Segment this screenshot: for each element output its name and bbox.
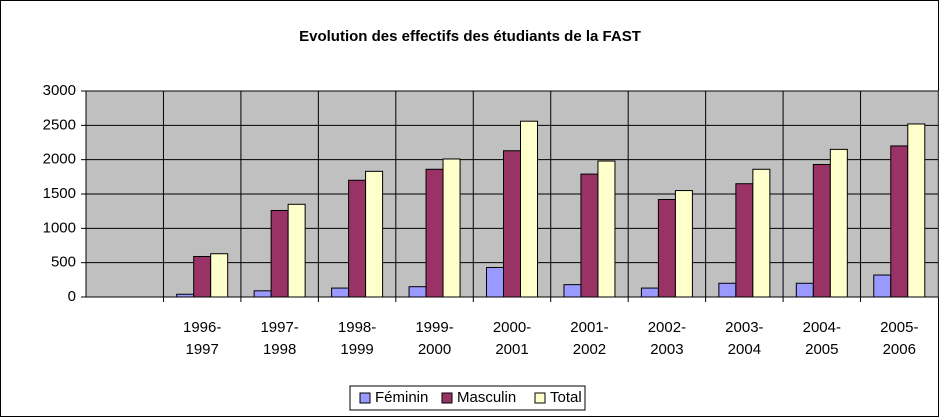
- bar: [829, 148, 848, 298]
- bar: [503, 150, 521, 298]
- bar: [752, 168, 771, 298]
- bar: [287, 203, 306, 298]
- y-tick-label: 2000: [43, 151, 76, 168]
- bar: [176, 293, 195, 298]
- y-tick-label: 2500: [43, 116, 76, 133]
- x-tick-label-line: 2002-: [648, 319, 686, 336]
- bar: [657, 198, 676, 298]
- legend-label: Masculin: [457, 389, 516, 406]
- x-tick-label-line: 2006: [883, 341, 916, 358]
- x-tick-label: 1997- 1998: [260, 319, 298, 358]
- y-tick-label: 0: [68, 288, 76, 305]
- x-tick-label-line: 2004-: [803, 319, 841, 336]
- x-tick-label: 2000- 2001: [493, 319, 531, 358]
- x-tick-label-line: 1997: [185, 341, 218, 358]
- bar: [408, 286, 427, 298]
- legend-swatch: [359, 392, 371, 404]
- legend-swatch: [534, 392, 546, 404]
- x-tick-label-line: 2005-: [880, 319, 918, 336]
- legend-box: [349, 385, 586, 411]
- x-tick-label: 2004- 2005: [803, 319, 841, 358]
- bar: [718, 282, 737, 298]
- bar: [210, 253, 229, 298]
- x-tick-label-line: 2001-: [570, 319, 608, 336]
- x-tick-label: 2003- 2004: [725, 319, 763, 358]
- bar: [425, 168, 444, 298]
- bar: [890, 145, 909, 298]
- bar: [348, 179, 367, 298]
- x-tick-label-line: 1999: [340, 341, 373, 358]
- bar: [365, 170, 384, 298]
- y-tick-label: 1000: [43, 219, 76, 236]
- legend-label: Féminin: [375, 389, 428, 406]
- x-tick-label-line: 2003-: [725, 319, 763, 336]
- bar: [486, 266, 504, 298]
- x-tick-label-line: 2001: [495, 341, 528, 358]
- x-tick-label: 1999- 2000: [415, 319, 453, 358]
- x-tick-label-line: 2005: [805, 341, 838, 358]
- y-tick-label: 500: [51, 254, 76, 271]
- bar: [563, 284, 582, 298]
- x-tick-label: 2001- 2002: [570, 319, 608, 358]
- bar: [193, 255, 212, 298]
- x-tick-label: 1998- 1999: [338, 319, 376, 358]
- x-tick-label-line: 2000-: [493, 319, 531, 336]
- x-tick-label-line: 2003: [650, 341, 683, 358]
- x-tick-label-line: 1998-: [338, 319, 376, 336]
- x-tick-label-line: 2004: [728, 341, 761, 358]
- x-tick-label-line: 1996-: [183, 319, 221, 336]
- bar: [580, 173, 599, 298]
- x-tick-label-line: 2000: [418, 341, 451, 358]
- bar: [674, 190, 693, 298]
- bar: [873, 274, 892, 298]
- bar: [270, 209, 289, 298]
- y-tick-label: 3000: [43, 82, 76, 99]
- bar: [735, 183, 754, 298]
- bar: [907, 123, 926, 298]
- x-tick-label-line: 1997-: [260, 319, 298, 336]
- y-tick-label: 1500: [43, 185, 76, 202]
- chart-title: Evolution des effectifs des étudiants de…: [299, 28, 641, 45]
- bar: [442, 158, 461, 298]
- legend-swatch: [441, 392, 453, 404]
- bar: [795, 282, 814, 298]
- x-tick-label: 2005- 2006: [880, 319, 918, 358]
- x-tick-label: 1996- 1997: [183, 319, 221, 358]
- bar: [640, 287, 659, 298]
- bar: [597, 160, 616, 298]
- bar: [331, 287, 350, 298]
- x-tick-label-line: 2002: [573, 341, 606, 358]
- bar: [253, 290, 272, 298]
- legend-label: Total: [550, 389, 582, 406]
- x-tick-label-line: 1998: [263, 341, 296, 358]
- bar: [812, 163, 831, 298]
- x-tick-label-line: 1999-: [415, 319, 453, 336]
- bar: [520, 120, 538, 298]
- x-tick-label: 2002- 2003: [648, 319, 686, 358]
